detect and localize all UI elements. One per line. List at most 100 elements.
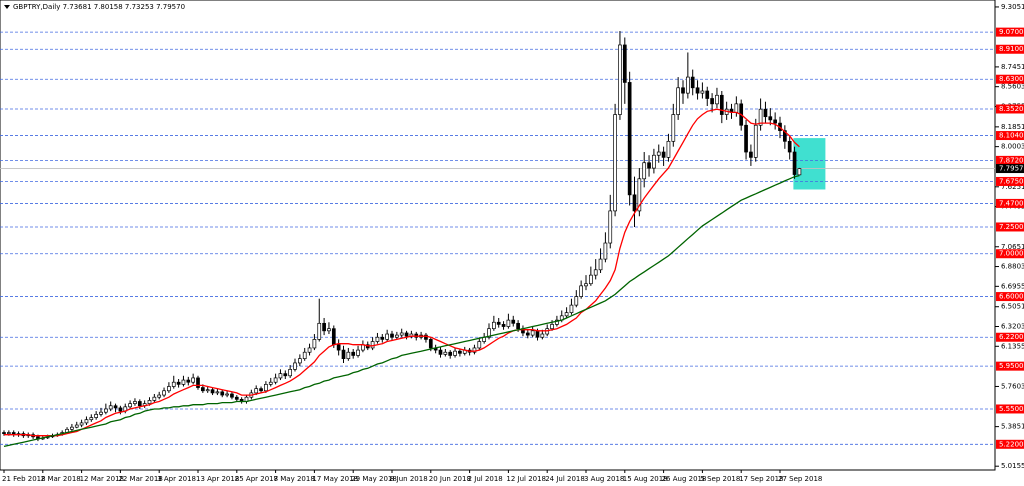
candle-body bbox=[695, 87, 700, 94]
y-tick-label: 7.06512 bbox=[1001, 243, 1024, 251]
candle-body bbox=[137, 401, 142, 407]
candle-body bbox=[225, 393, 229, 396]
candle-body bbox=[661, 151, 666, 158]
y-tick-label: 6.69552 bbox=[1001, 282, 1024, 290]
x-tick-label: 21 Feb 2018 bbox=[2, 475, 46, 483]
candle-body bbox=[94, 413, 99, 418]
x-tick-label: 7 May 2018 bbox=[274, 475, 315, 483]
candle-body bbox=[268, 381, 273, 385]
y-tick-label: 6.32032 bbox=[1001, 323, 1024, 331]
candle-body bbox=[428, 339, 433, 349]
level-label: 6.60000 bbox=[999, 293, 1024, 301]
candle-body bbox=[278, 373, 283, 379]
candle-body bbox=[758, 108, 763, 126]
chart-title: GBPTRY,Daily 7.73681 7.80158 7.73253 7.7… bbox=[13, 3, 185, 11]
candle-body bbox=[525, 332, 530, 336]
ma-line bbox=[3, 174, 800, 448]
candle-body bbox=[133, 401, 137, 404]
x-tick-label: 13 Apr 2018 bbox=[196, 475, 239, 483]
level-label-bg bbox=[996, 439, 1024, 449]
candle-body bbox=[215, 391, 220, 394]
candle-body bbox=[734, 103, 739, 113]
y-tick-label: 8.56032 bbox=[1001, 83, 1024, 91]
level-label-bg bbox=[996, 292, 1024, 302]
candle-body bbox=[763, 108, 768, 118]
candle-body bbox=[666, 140, 671, 158]
level-label-bg bbox=[996, 361, 1024, 371]
candle-body bbox=[768, 116, 773, 121]
candle-body bbox=[719, 94, 724, 115]
candle-body bbox=[74, 424, 79, 428]
candle-body bbox=[171, 381, 176, 387]
candle-body bbox=[574, 296, 579, 306]
candle-body bbox=[584, 283, 588, 287]
candle-body bbox=[613, 114, 617, 212]
y-tick-label: 7.62512 bbox=[1001, 183, 1024, 191]
candle-body bbox=[99, 411, 103, 415]
y-tick-label: 8.18512 bbox=[1001, 123, 1024, 131]
candle-body bbox=[147, 400, 152, 404]
menu-arrow[interactable] bbox=[4, 5, 10, 9]
candle-body bbox=[312, 339, 317, 349]
candle-body bbox=[782, 130, 787, 142]
candle-body bbox=[753, 124, 758, 158]
level-label: 7.47000 bbox=[999, 199, 1024, 207]
level-label-bg bbox=[996, 27, 1024, 37]
candle-body bbox=[443, 351, 448, 355]
candle-body bbox=[792, 151, 797, 175]
level-label: 8.63000 bbox=[999, 75, 1024, 83]
candle-body bbox=[317, 322, 322, 340]
x-tick-label: 2 Mar 2018 bbox=[41, 475, 81, 483]
level-label-bg bbox=[996, 222, 1024, 232]
y-tick-label: 6.50512 bbox=[1001, 303, 1024, 311]
level-label-bg bbox=[996, 198, 1024, 208]
level-label-bg bbox=[996, 131, 1024, 141]
candle-body bbox=[652, 154, 656, 169]
x-tick-label: 20 Jun 2018 bbox=[429, 475, 471, 483]
level-label: 6.22000 bbox=[999, 333, 1024, 341]
x-tick-label: 27 Sep 2018 bbox=[778, 475, 822, 483]
level-label-bg bbox=[996, 44, 1024, 54]
candle-body bbox=[196, 377, 200, 388]
candle-body bbox=[603, 242, 608, 260]
candle-body bbox=[113, 405, 118, 409]
candle-body bbox=[618, 44, 622, 115]
candle-body bbox=[598, 258, 603, 271]
candle-body bbox=[593, 269, 598, 276]
level-label-bg bbox=[996, 249, 1024, 259]
candle-body bbox=[302, 351, 307, 360]
x-tick-label: 3 Aug 2018 bbox=[584, 475, 624, 483]
candle-body bbox=[399, 332, 404, 336]
candle-body bbox=[79, 422, 84, 426]
x-tick-label: 15 Aug 2018 bbox=[623, 475, 668, 483]
candle-body bbox=[773, 119, 778, 124]
level-label: 9.07000 bbox=[999, 28, 1024, 36]
level-label: 5.22000 bbox=[999, 440, 1024, 448]
y-tick-label: 6.88032 bbox=[1001, 263, 1024, 271]
candle-body bbox=[448, 351, 453, 356]
x-tick-label: 2 Jul 2018 bbox=[468, 475, 503, 483]
candle-body bbox=[356, 349, 360, 356]
candle-body bbox=[385, 333, 389, 340]
candle-body bbox=[293, 362, 297, 370]
level-label: 7.67500 bbox=[999, 177, 1024, 185]
candle-body bbox=[685, 76, 690, 94]
candle-body bbox=[186, 379, 191, 383]
candle-body bbox=[637, 178, 642, 212]
level-label: 8.10400 bbox=[999, 132, 1024, 140]
candle-body bbox=[632, 194, 637, 212]
level-label: 8.91000 bbox=[999, 45, 1024, 53]
level-label: 5.95000 bbox=[999, 362, 1024, 370]
y-tick-label: 8.74512 bbox=[1001, 63, 1024, 71]
candle-body bbox=[676, 87, 681, 115]
candle-body bbox=[254, 388, 259, 394]
x-tick-label: 17 Sep 2018 bbox=[739, 475, 783, 483]
candle-body bbox=[264, 384, 268, 392]
candle-body bbox=[205, 389, 210, 392]
candle-body bbox=[351, 351, 356, 356]
y-tick-label: 5.38512 bbox=[1001, 423, 1024, 431]
candle-body bbox=[642, 162, 647, 180]
x-tick-label: 12 Mar 2018 bbox=[80, 475, 124, 483]
candle-body bbox=[458, 350, 462, 354]
candle-body bbox=[530, 330, 535, 336]
